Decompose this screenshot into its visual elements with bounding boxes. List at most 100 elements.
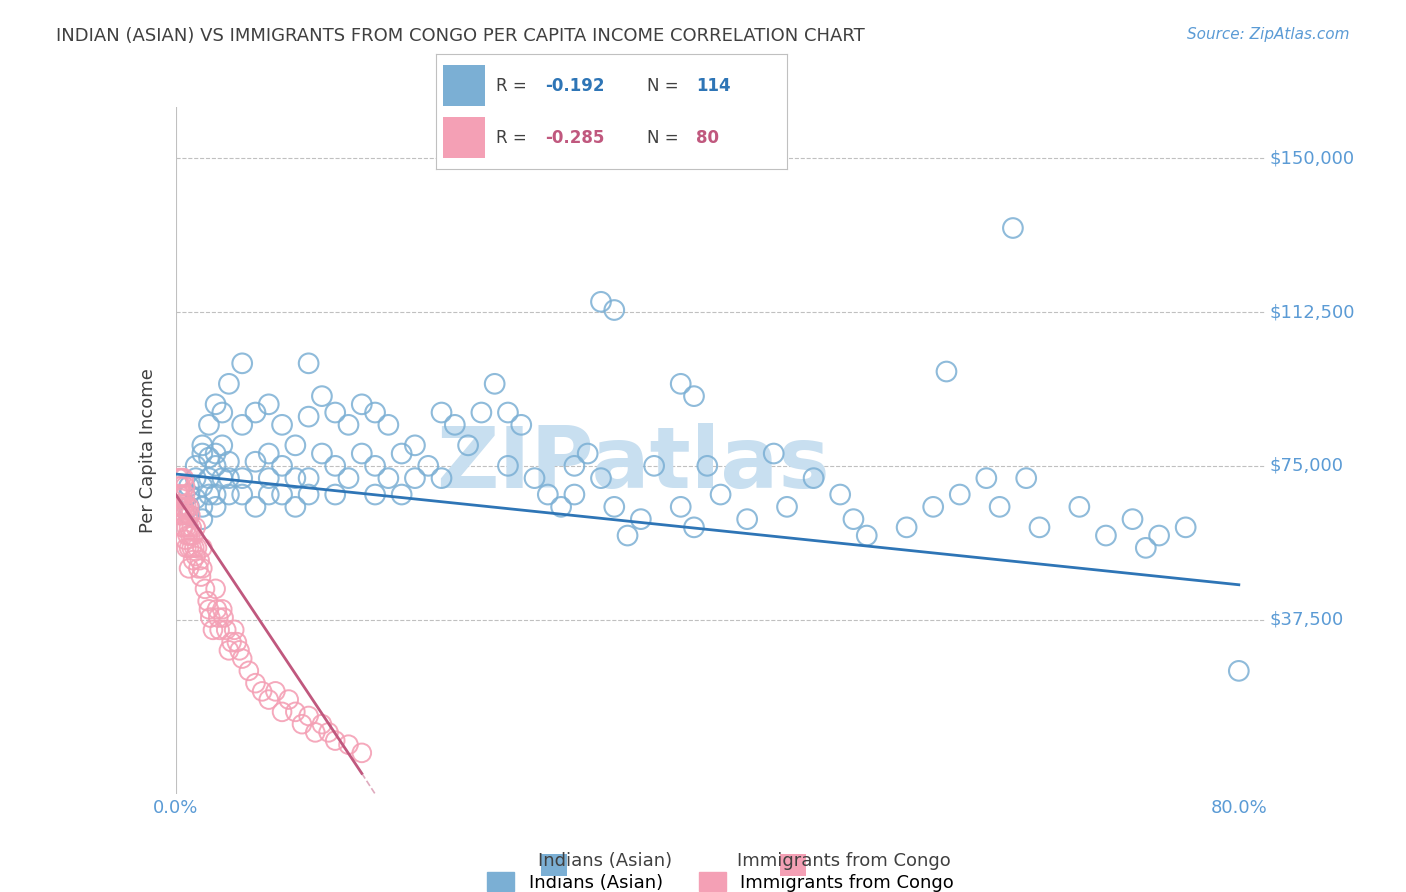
Point (1028, 520, 1050, 534)
Point (271, 458, 294, 473)
Point (211, 602, 233, 616)
Point (177, 487, 200, 501)
Point (1095, 528, 1118, 542)
Point (311, 717, 333, 731)
Point (257, 446, 280, 460)
Point (169, 487, 191, 501)
Point (198, 417, 221, 432)
Point (284, 500, 307, 514)
Point (176, 541, 198, 555)
Point (198, 450, 221, 465)
Text: $112,500: $112,500 (1270, 303, 1355, 321)
Point (550, 500, 572, 514)
Point (669, 376, 692, 391)
Point (184, 491, 207, 506)
Point (204, 500, 226, 514)
Point (170, 479, 193, 493)
Point (188, 553, 211, 567)
Point (172, 500, 194, 514)
Point (170, 508, 193, 522)
Point (167, 500, 190, 514)
Point (922, 500, 945, 514)
Point (337, 417, 360, 432)
Point (949, 487, 972, 501)
Point (298, 709, 321, 723)
Text: Immigrants from Congo: Immigrants from Congo (737, 852, 950, 870)
Point (291, 717, 314, 731)
Point (179, 528, 201, 542)
Point (231, 651, 253, 665)
Point (323, 487, 346, 501)
Point (576, 446, 599, 460)
Point (337, 471, 360, 485)
Point (271, 487, 294, 501)
Point (172, 508, 194, 522)
Point (284, 471, 307, 485)
Point (231, 417, 253, 432)
Point (211, 471, 233, 485)
Point (404, 471, 426, 485)
Point (564, 458, 586, 473)
Point (191, 500, 214, 514)
Point (218, 487, 240, 501)
Point (484, 376, 506, 391)
Point (231, 487, 253, 501)
Text: -0.285: -0.285 (546, 129, 605, 147)
Point (194, 582, 217, 596)
Point (564, 487, 586, 501)
Point (803, 471, 825, 485)
Point (177, 520, 200, 534)
Point (277, 692, 299, 706)
Point (976, 471, 998, 485)
Text: 114: 114 (696, 77, 731, 95)
Point (191, 438, 214, 452)
Point (177, 508, 200, 522)
Point (204, 582, 226, 596)
Point (177, 561, 200, 575)
Point (169, 479, 191, 493)
Point (245, 676, 267, 690)
Point (257, 487, 280, 501)
Point (174, 479, 197, 493)
FancyBboxPatch shape (443, 118, 485, 158)
Point (212, 610, 235, 624)
Point (589, 294, 612, 309)
Point (842, 512, 865, 526)
Point (264, 684, 287, 698)
Point (183, 541, 205, 555)
Point (311, 389, 333, 403)
Point (284, 705, 307, 719)
Text: N =: N = (647, 77, 683, 95)
Point (184, 458, 207, 473)
Point (187, 561, 209, 575)
Point (1147, 528, 1170, 542)
Point (190, 569, 212, 583)
Point (177, 528, 200, 542)
Point (250, 684, 273, 698)
Point (418, 458, 440, 473)
Point (191, 561, 214, 575)
Point (430, 471, 453, 485)
Point (180, 541, 202, 555)
Point (238, 664, 260, 678)
Point (1121, 512, 1143, 526)
Point (211, 405, 233, 419)
Point (257, 471, 280, 485)
Point (271, 417, 294, 432)
Text: $37,500: $37,500 (1270, 611, 1344, 629)
Point (191, 541, 214, 555)
Point (225, 635, 247, 649)
Point (215, 623, 238, 637)
Point (169, 508, 191, 522)
Point (177, 479, 200, 493)
Point (643, 458, 665, 473)
Point (218, 471, 240, 485)
Point (830, 487, 852, 501)
Point (167, 471, 190, 485)
Point (197, 594, 219, 608)
Text: R =: R = (496, 129, 531, 147)
Point (298, 409, 321, 424)
Point (218, 376, 240, 391)
Point (443, 417, 465, 432)
Point (589, 471, 612, 485)
